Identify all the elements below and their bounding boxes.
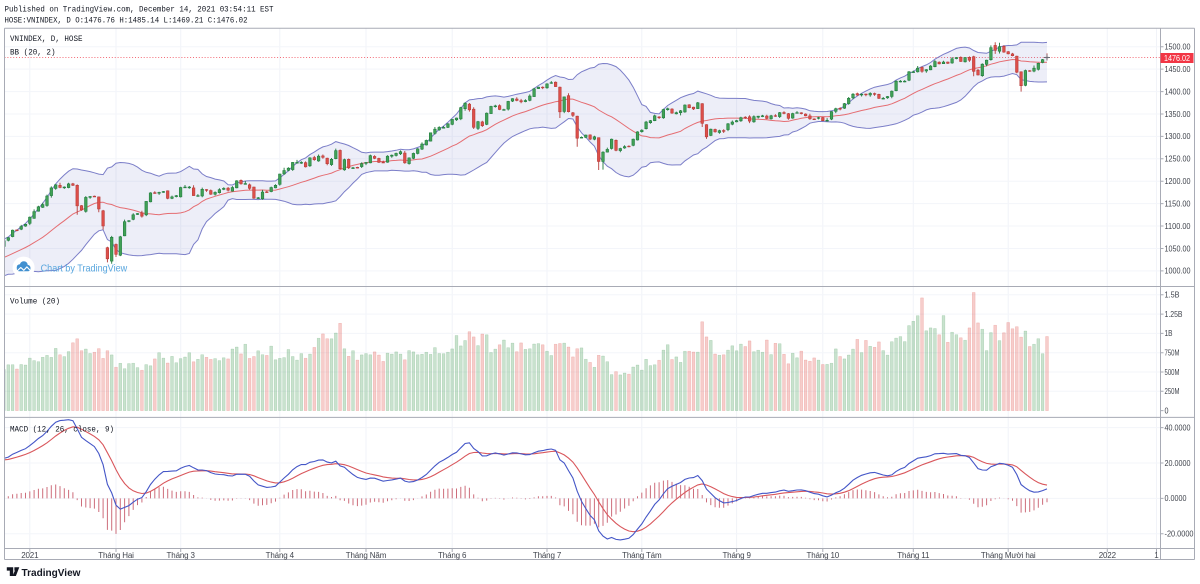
svg-text:Tháng 3: Tháng 3 <box>167 551 196 560</box>
svg-text:1B: 1B <box>1165 329 1173 338</box>
svg-text:1: 1 <box>1154 551 1159 560</box>
svg-text:1100.00: 1100.00 <box>1165 222 1192 231</box>
svg-text:1500.00: 1500.00 <box>1165 43 1191 52</box>
svg-text:HOSE:VNINDEX, D O:1476.76 H:14: HOSE:VNINDEX, D O:1476.76 H:1485.14 L:14… <box>5 17 248 26</box>
svg-text:BB (20, 2): BB (20, 2) <box>10 49 56 58</box>
svg-text:0: 0 <box>1165 406 1169 415</box>
svg-text:1400.00: 1400.00 <box>1165 87 1191 96</box>
svg-text:Published on TradingView.com,: Published on TradingView.com, December 1… <box>5 6 274 15</box>
svg-text:Tháng 10: Tháng 10 <box>806 551 839 560</box>
svg-text:20.0000: 20.0000 <box>1165 459 1191 468</box>
svg-text:MACD (12, 26, close, 9): MACD (12, 26, close, 9) <box>10 426 114 435</box>
svg-text:1300.00: 1300.00 <box>1165 132 1191 141</box>
svg-text:Tháng Tám: Tháng Tám <box>622 551 662 560</box>
svg-text:0.0000: 0.0000 <box>1165 494 1187 503</box>
svg-text:1476.02: 1476.02 <box>1164 54 1190 63</box>
svg-text:1200.00: 1200.00 <box>1165 177 1191 186</box>
svg-text:VNINDEX, D, HOSE: VNINDEX, D, HOSE <box>10 35 83 44</box>
svg-text:1050.00: 1050.00 <box>1165 244 1191 253</box>
svg-text:Tháng 4: Tháng 4 <box>266 551 295 560</box>
svg-text:1000.00: 1000.00 <box>1165 267 1191 276</box>
svg-text:1.5B: 1.5B <box>1165 291 1180 300</box>
svg-text:2022: 2022 <box>1099 551 1117 560</box>
svg-text:Chart by TradingView: Chart by TradingView <box>41 263 128 275</box>
svg-text:Tháng 7: Tháng 7 <box>533 551 562 560</box>
svg-text:Tháng 9: Tháng 9 <box>722 551 751 560</box>
svg-text:Tháng Hai: Tháng Hai <box>98 551 134 560</box>
svg-text:250M: 250M <box>1165 387 1180 396</box>
svg-text:1250.00: 1250.00 <box>1165 155 1191 164</box>
svg-text:500M: 500M <box>1165 368 1180 377</box>
svg-text:40.0000: 40.0000 <box>1165 423 1191 432</box>
svg-text:1.25B: 1.25B <box>1165 310 1183 319</box>
svg-text:1450.00: 1450.00 <box>1165 65 1191 74</box>
svg-text:TradingView: TradingView <box>22 567 82 579</box>
svg-text:1150.00: 1150.00 <box>1165 199 1192 208</box>
svg-text:Tháng 6: Tháng 6 <box>438 551 467 560</box>
svg-text:1350.00: 1350.00 <box>1165 110 1191 119</box>
svg-text:Tháng Mười hai: Tháng Mười hai <box>981 551 1036 560</box>
svg-text:Volume (20): Volume (20) <box>10 298 60 307</box>
svg-text:Tháng Năm: Tháng Năm <box>346 551 387 560</box>
svg-text:2021: 2021 <box>21 551 39 560</box>
svg-text:750M: 750M <box>1165 349 1180 358</box>
svg-text:Tháng 11: Tháng 11 <box>897 551 930 560</box>
svg-text:-20.0000: -20.0000 <box>1165 530 1194 539</box>
